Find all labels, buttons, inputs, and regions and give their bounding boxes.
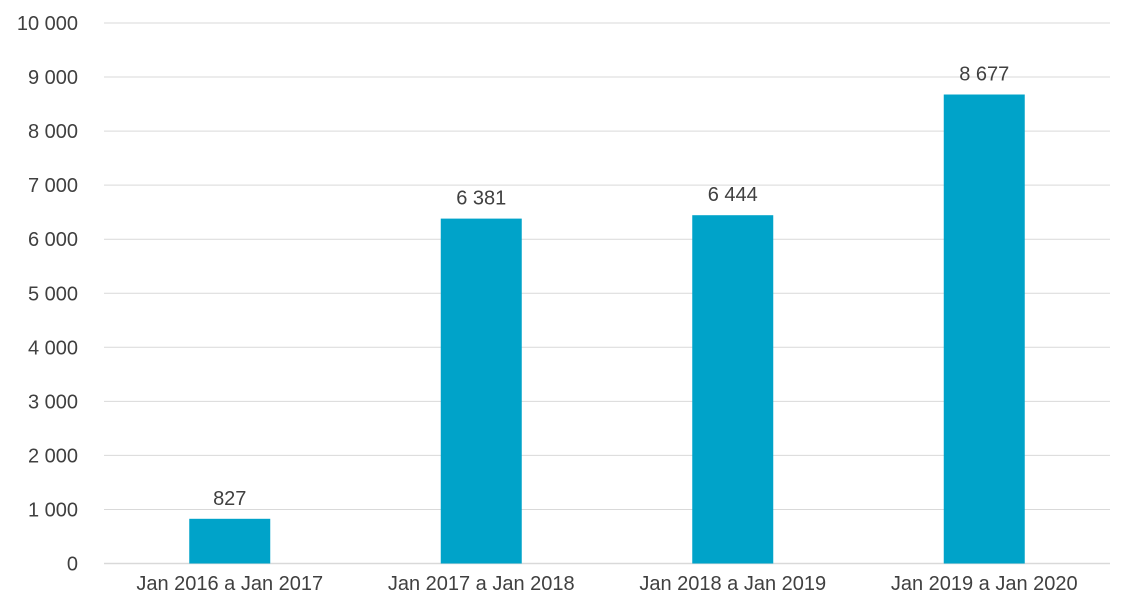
y-tick-label: 0 [67, 554, 78, 576]
bar-value-label: 6 444 [708, 184, 758, 206]
y-tick-label: 2 000 [28, 445, 78, 467]
y-axis-tick-labels: 0 1 000 2 000 3 000 4 000 5 000 6 000 7 000 8 00… [17, 13, 78, 576]
y-tick-label: 1 000 [28, 499, 78, 521]
data-labels: 827 6 381 6 444 8 677 [213, 64, 1009, 510]
y-tick-label: 6 000 [28, 229, 78, 251]
y-tick-label: 10 000 [17, 13, 78, 35]
bar [692, 215, 774, 564]
y-tick-label: 8 000 [28, 121, 78, 143]
y-tick-label: 5 000 [28, 283, 78, 305]
y-tick-label: 9 000 [28, 67, 78, 89]
bar-value-label: 6 381 [456, 188, 506, 210]
x-category-label: Jan 2018 a Jan 2019 [639, 573, 826, 595]
y-tick-label: 3 000 [28, 391, 78, 413]
y-tick-label: 4 000 [28, 337, 78, 359]
x-category-label: Jan 2019 a Jan 2020 [891, 573, 1078, 595]
bars [189, 94, 1025, 564]
y-tick-label: 7 000 [28, 175, 78, 197]
gridlines [104, 22, 1110, 565]
x-category-label: Jan 2017 a Jan 2018 [388, 573, 575, 595]
bar-value-label: 827 [213, 488, 246, 510]
x-axis-category-labels: Jan 2016 a Jan 2017 Jan 2017 a Jan 2018 Ja… [136, 573, 1077, 595]
bar-value-label: 8 677 [959, 64, 1009, 86]
x-category-label: Jan 2016 a Jan 2017 [136, 573, 323, 595]
bar [440, 218, 522, 564]
bar [943, 94, 1025, 564]
bar [189, 518, 271, 564]
